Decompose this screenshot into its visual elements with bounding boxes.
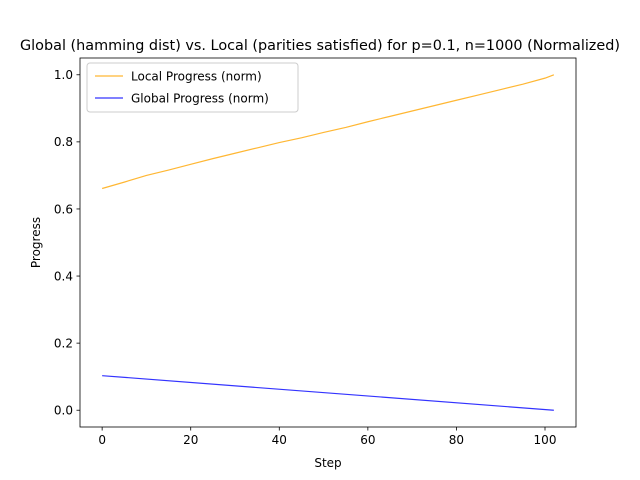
x-tick-label: 20 xyxy=(183,433,198,447)
x-tick-label: 0 xyxy=(98,433,106,447)
x-tick-label: 40 xyxy=(272,433,287,447)
y-axis-label: Progress xyxy=(29,217,43,268)
y-tick-label: 0.8 xyxy=(54,135,73,149)
legend-label: Local Progress (norm) xyxy=(131,69,262,83)
series-line-local-progress xyxy=(101,74,555,190)
x-tick-label: 100 xyxy=(534,433,557,447)
x-tick-label: 60 xyxy=(360,433,375,447)
y-tick-label: 0.4 xyxy=(54,269,73,283)
x-tick-label: 80 xyxy=(449,433,464,447)
legend xyxy=(86,62,299,113)
y-tick-label: 0.6 xyxy=(54,202,73,216)
y-tick-label: 0.0 xyxy=(54,404,73,418)
series-line-global-progress xyxy=(102,375,554,411)
legend-label: Global Progress (norm) xyxy=(131,91,269,105)
chart-title: Global (hamming dist) vs. Local (paritie… xyxy=(20,38,620,54)
y-tick-label: 0.2 xyxy=(54,336,73,350)
y-tick-label: 1.0 xyxy=(54,68,73,82)
plot-frame xyxy=(79,57,577,428)
x-axis-label: Step xyxy=(314,456,341,470)
